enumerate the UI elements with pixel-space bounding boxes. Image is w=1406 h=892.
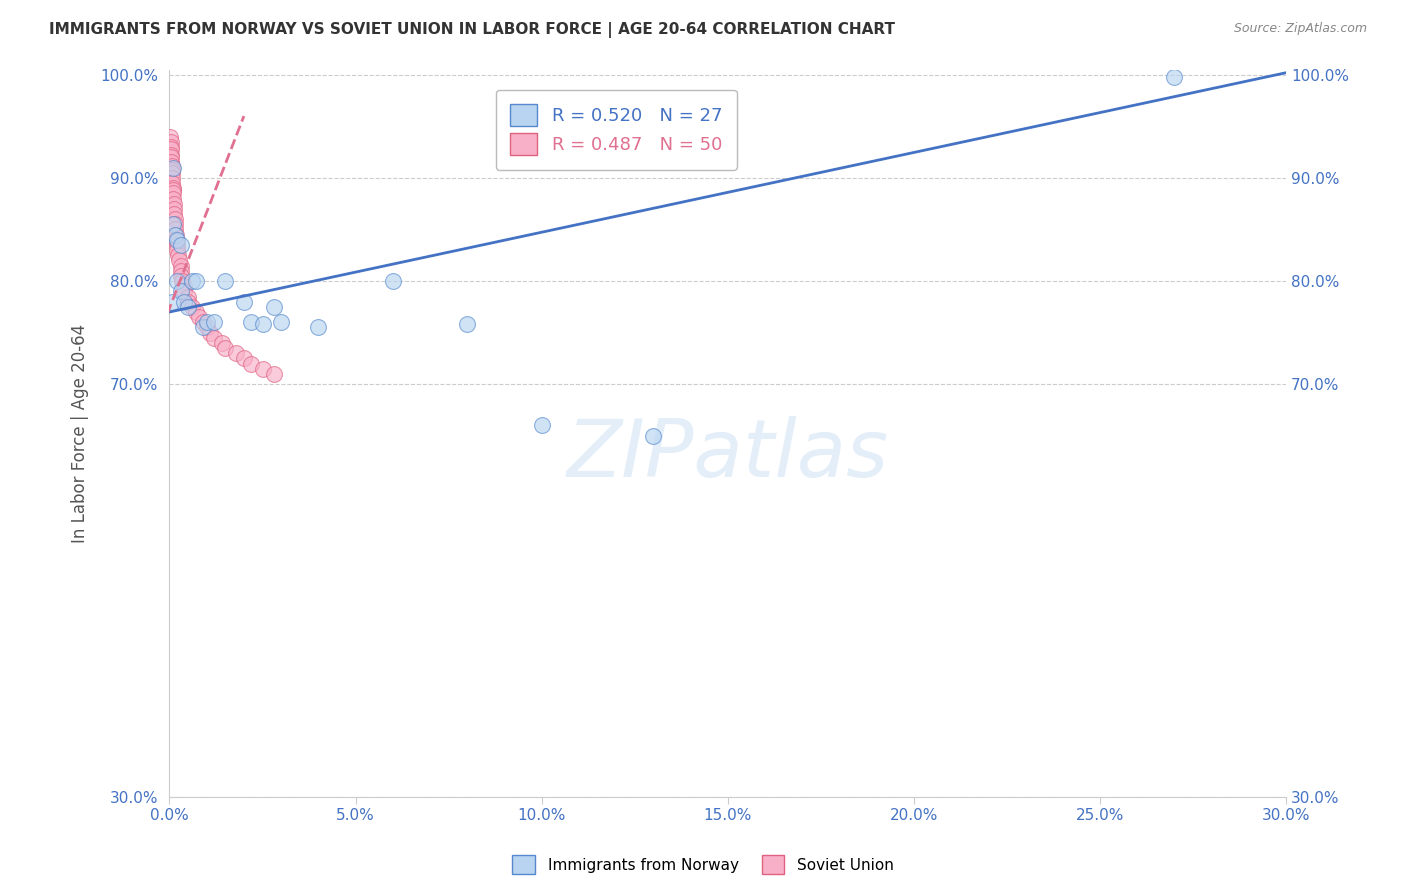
Point <box>160 150 183 164</box>
Point <box>225 346 247 360</box>
Point <box>211 335 233 350</box>
Point <box>1163 70 1185 84</box>
Point <box>166 233 188 247</box>
Point <box>166 274 188 288</box>
Point <box>163 227 186 242</box>
Point <box>160 166 183 180</box>
Point <box>162 192 184 206</box>
Point <box>160 162 183 177</box>
Point <box>188 310 211 325</box>
Point <box>214 341 236 355</box>
Point <box>177 289 200 303</box>
Point <box>162 294 184 309</box>
Point <box>169 264 191 278</box>
Point <box>169 285 191 299</box>
Point <box>177 300 200 314</box>
Point <box>162 161 184 175</box>
Point <box>166 238 188 252</box>
Point <box>173 285 195 299</box>
Point <box>643 428 665 442</box>
Point <box>169 268 191 283</box>
Point <box>214 274 236 288</box>
Text: IMMIGRANTS FROM NORWAY VS SOVIET UNION IN LABOR FORCE | AGE 20-64 CORRELATION CH: IMMIGRANTS FROM NORWAY VS SOVIET UNION I… <box>49 22 896 38</box>
Point <box>270 315 292 329</box>
Point <box>240 357 263 371</box>
Point <box>162 181 184 195</box>
Point <box>530 418 553 433</box>
Point <box>163 207 186 221</box>
Text: Source: ZipAtlas.com: Source: ZipAtlas.com <box>1233 22 1367 36</box>
Point <box>307 320 329 334</box>
Point <box>163 217 186 231</box>
Legend: Immigrants from Norway, Soviet Union: Immigrants from Norway, Soviet Union <box>506 849 900 880</box>
Point <box>159 129 181 144</box>
Point <box>167 253 190 268</box>
Point <box>162 183 184 197</box>
Text: ZIPatlas: ZIPatlas <box>567 416 889 494</box>
Point <box>160 148 183 162</box>
Point <box>202 315 225 329</box>
Point <box>165 227 187 242</box>
Point <box>160 155 183 169</box>
Point <box>232 294 254 309</box>
Point <box>184 305 207 319</box>
Point <box>184 274 207 288</box>
Point <box>252 361 274 376</box>
Point <box>169 259 191 273</box>
Point <box>173 279 195 293</box>
Point <box>163 212 186 227</box>
Point <box>165 222 187 236</box>
Point <box>252 318 274 332</box>
Point <box>163 196 186 211</box>
Point <box>166 248 188 262</box>
Point <box>165 233 187 247</box>
Point <box>173 294 195 309</box>
Point <box>159 135 181 149</box>
Point <box>195 315 218 329</box>
Point <box>191 315 214 329</box>
Point <box>180 274 202 288</box>
Point <box>202 331 225 345</box>
Point <box>263 367 285 381</box>
Point <box>263 300 285 314</box>
Point <box>166 243 188 257</box>
Point <box>169 238 191 252</box>
Point <box>162 176 184 190</box>
Point <box>456 318 478 332</box>
Point <box>180 300 202 314</box>
Point <box>160 142 183 156</box>
Point <box>240 315 263 329</box>
Point <box>160 159 183 173</box>
Point <box>162 170 184 185</box>
Point <box>200 326 222 340</box>
Y-axis label: In Labor Force | Age 20-64: In Labor Force | Age 20-64 <box>72 324 89 542</box>
Point <box>159 140 181 154</box>
Point <box>381 274 404 288</box>
Point <box>162 186 184 201</box>
Point <box>195 320 218 334</box>
Point <box>232 351 254 366</box>
Point <box>177 294 200 309</box>
Point <box>191 320 214 334</box>
Point <box>163 202 186 216</box>
Point <box>162 217 184 231</box>
Point <box>172 274 194 288</box>
Legend: R = 0.520   N = 27, R = 0.487   N = 50: R = 0.520 N = 27, R = 0.487 N = 50 <box>495 89 737 169</box>
